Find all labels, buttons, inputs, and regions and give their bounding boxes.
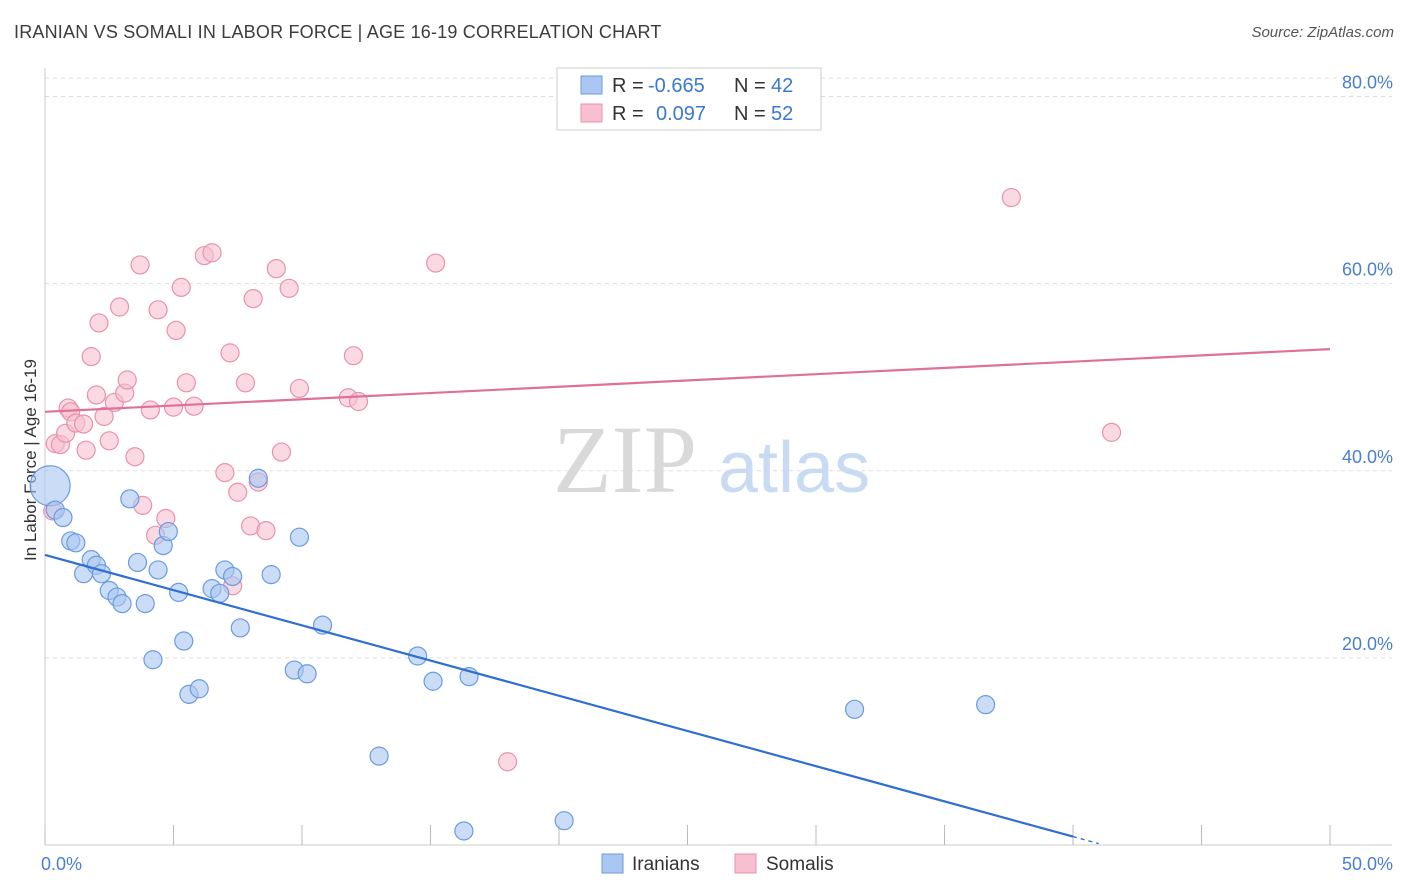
axes (44, 68, 1392, 846)
somali-point-23 (148, 300, 168, 320)
somali-point-28 (176, 373, 196, 393)
somali-point-17 (117, 370, 137, 390)
legend-r-label-iranians: R = (612, 75, 644, 97)
y-tick-label-40: 40.0% (1342, 447, 1393, 467)
iranian-point-31 (289, 527, 310, 547)
somali-point-33 (220, 343, 240, 363)
legend-r-value-somalis: 0.097 (656, 103, 706, 125)
y-tick-label-20: 20.0% (1342, 634, 1393, 654)
legend-r-label-somalis: R = (612, 103, 644, 125)
iranian-trend-line (44, 553, 1074, 838)
chart-title: IRANIAN VS SOMALI IN LABOR FORCE | AGE 1… (14, 22, 662, 42)
y-tick-label-80: 80.0% (1342, 73, 1393, 93)
iranians-points (29, 465, 996, 841)
somali-point-9 (81, 347, 101, 367)
somali-point-31 (202, 243, 222, 263)
somali-point-38 (243, 288, 263, 309)
iranian-point-26 (223, 566, 243, 587)
iranian-point-32 (297, 664, 317, 684)
x-tick-label-min: 0.0% (41, 854, 82, 874)
somali-point-40 (256, 521, 276, 541)
iranian-point-22 (189, 679, 209, 699)
watermark-zip: ZIP (553, 406, 697, 513)
somali-point-21 (140, 400, 160, 420)
series-legend: Iranians Somalis (601, 853, 834, 875)
somali-point-15 (109, 297, 130, 317)
somali-point-32 (215, 463, 235, 483)
iranian-point-28 (248, 468, 268, 488)
iranian-point-39 (554, 811, 574, 831)
iranian-point-20 (174, 631, 194, 651)
legend-r-value-iranians: -0.665 (648, 75, 705, 97)
iranian-point-37 (454, 821, 474, 841)
legend-swatch-somalis (580, 103, 603, 123)
somali-point-29 (184, 396, 204, 416)
somali-point-48 (426, 253, 446, 273)
somali-point-18 (125, 447, 145, 467)
iranian-point-14 (135, 594, 155, 614)
iranian-point-41 (976, 695, 996, 715)
trend-lines (44, 348, 1331, 845)
somali-point-46 (343, 346, 363, 366)
somali-point-25 (163, 397, 184, 417)
iranian-point-4 (66, 533, 86, 553)
source-credit: Source: ZipAtlas.com (1251, 24, 1394, 41)
iranian-point-27 (230, 618, 250, 638)
iranian-point-13 (127, 552, 148, 573)
iranian-point-40 (844, 699, 865, 719)
somali-point-35 (228, 482, 248, 502)
somali-point-12 (94, 406, 114, 427)
iranian-point-16 (148, 560, 168, 580)
iranian-point-0 (29, 465, 71, 507)
bottom-legend-somalis: Somalis (766, 854, 834, 875)
iranian-point-12 (120, 489, 140, 509)
somali-point-42 (271, 442, 292, 462)
legend-n-label-iranians: N = (734, 75, 766, 97)
somali-point-19 (130, 255, 150, 275)
y-tick-label-60: 60.0% (1342, 260, 1393, 280)
iranian-point-8 (91, 564, 112, 584)
somali-point-44 (289, 378, 310, 399)
iranian-point-18 (158, 521, 178, 542)
bottom-legend-swatch-somalis (734, 853, 757, 874)
somali-point-11 (89, 313, 109, 333)
somali-trend-line (44, 348, 1331, 413)
somali-point-50 (1001, 187, 1021, 208)
iranian-point-29 (261, 565, 281, 585)
iranian-point-2 (53, 507, 73, 528)
somali-point-8 (76, 440, 96, 460)
x-tick-label-max: 50.0% (1342, 854, 1393, 874)
legend-n-value-somalis: 52 (771, 103, 793, 125)
legend-n-label-somalis: N = (734, 103, 766, 125)
iranian-point-15 (143, 650, 163, 670)
somali-point-13 (99, 431, 119, 451)
legend-n-value-iranians: 42 (771, 75, 793, 97)
bottom-legend-swatch-iranians (601, 853, 624, 874)
somali-point-41 (266, 259, 286, 279)
somali-point-26 (166, 320, 186, 341)
somali-point-51 (1101, 422, 1122, 442)
iranian-point-36 (423, 671, 443, 691)
somali-point-7 (73, 414, 94, 434)
tick-labels: 20.0% 40.0% 60.0% 80.0% 0.0% 50.0% (41, 73, 1393, 875)
somali-point-43 (279, 278, 299, 298)
somali-point-27 (171, 277, 191, 297)
iranian-point-11 (112, 594, 132, 614)
gridlines (45, 77, 1392, 659)
bottom-legend-iranians: Iranians (632, 854, 700, 875)
somali-point-10 (86, 385, 107, 405)
legend-swatch-iranians (580, 75, 603, 95)
y-axis-label: In Labor Force | Age 16-19 (21, 359, 40, 561)
watermark-atlas: atlas (718, 428, 870, 508)
iranian-point-24 (210, 583, 230, 603)
somali-point-36 (235, 373, 256, 393)
somali-point-49 (498, 752, 518, 772)
stats-legend: R = -0.665 N = 42 R = 0.097 N = 52 (556, 67, 822, 131)
iranian-point-34 (369, 746, 389, 766)
iranian-trend-extension (1072, 835, 1099, 845)
